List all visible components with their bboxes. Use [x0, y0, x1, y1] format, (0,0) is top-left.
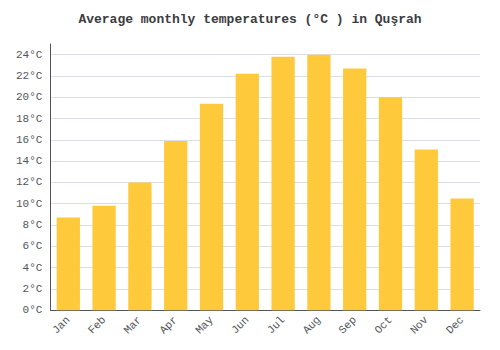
svg-text:8°C: 8°C	[23, 219, 43, 231]
svg-text:Mar: Mar	[122, 314, 144, 336]
svg-text:Sep: Sep	[336, 314, 358, 336]
svg-text:22°C: 22°C	[16, 70, 43, 82]
svg-text:Jul: Jul	[265, 314, 287, 336]
svg-text:Aug: Aug	[301, 314, 323, 336]
svg-text:Average monthly temperatures (: Average monthly temperatures (°C ) in Qu…	[78, 12, 421, 27]
svg-text:4°C: 4°C	[23, 262, 43, 274]
svg-text:18°C: 18°C	[16, 113, 43, 125]
svg-text:Nov: Nov	[408, 314, 431, 337]
svg-text:6°C: 6°C	[23, 240, 43, 252]
svg-text:May: May	[193, 314, 216, 337]
svg-text:Jan: Jan	[50, 314, 72, 336]
svg-text:24°C: 24°C	[16, 49, 43, 61]
svg-text:20°C: 20°C	[16, 91, 43, 103]
svg-text:Jun: Jun	[229, 314, 251, 336]
svg-text:Feb: Feb	[86, 314, 108, 336]
svg-text:14°C: 14°C	[16, 155, 43, 167]
svg-text:12°C: 12°C	[16, 176, 43, 188]
svg-text:0°C: 0°C	[23, 304, 43, 316]
svg-text:Apr: Apr	[157, 314, 179, 336]
svg-text:Oct: Oct	[372, 314, 394, 336]
svg-text:10°C: 10°C	[16, 198, 43, 210]
svg-text:16°C: 16°C	[16, 134, 43, 146]
svg-text:Dec: Dec	[444, 314, 466, 336]
svg-text:2°C: 2°C	[23, 283, 43, 295]
